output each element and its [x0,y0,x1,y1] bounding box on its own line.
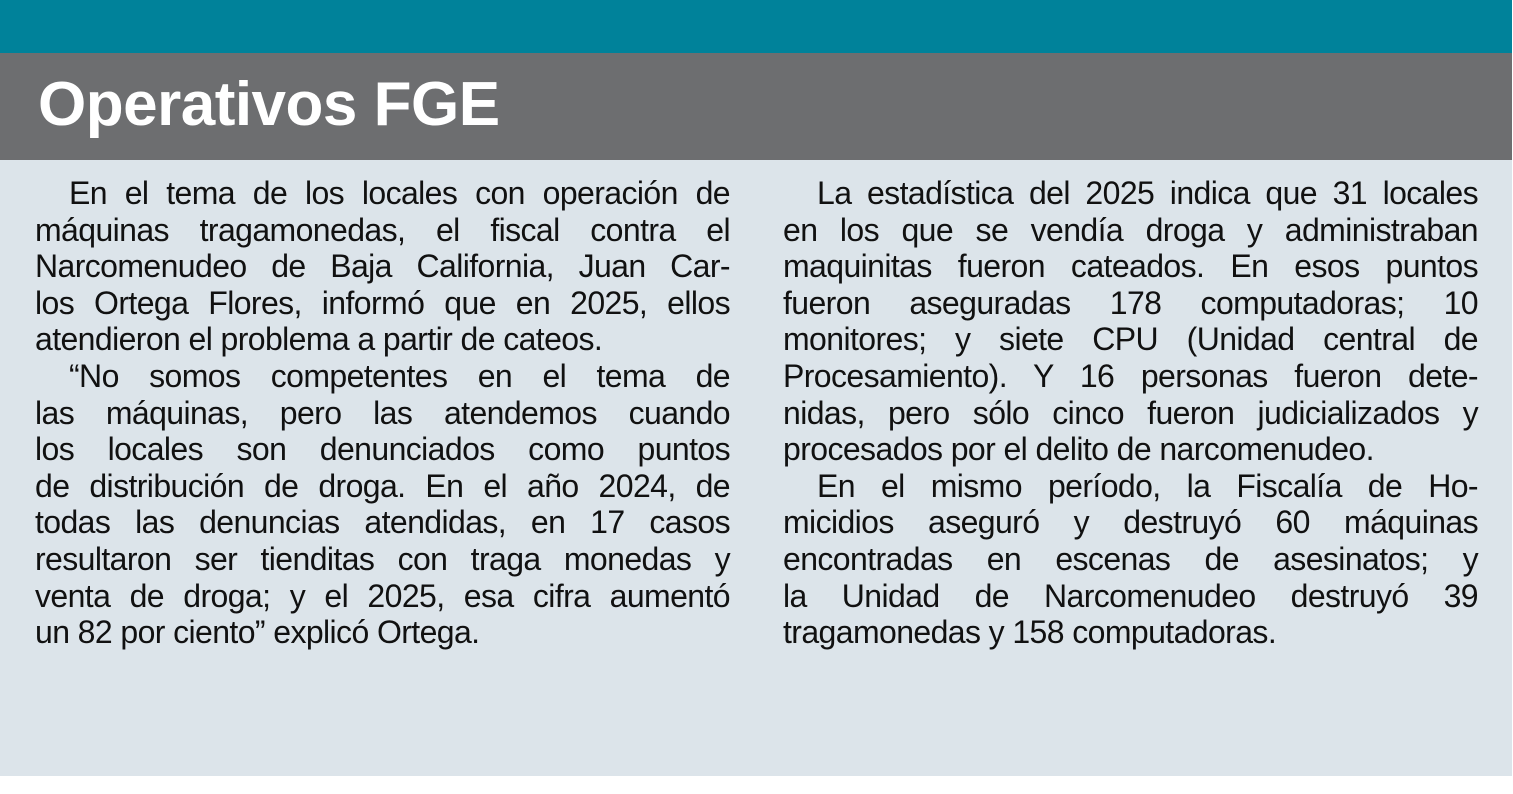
text-line: encontradas en escenas de asesinatos; y [783,540,1479,577]
text-line: los locales son denunciados como puntos [35,431,731,468]
paragraph: La estadística del 2025 indica que 31 lo… [783,175,1479,468]
text-line: venta de droga; y el 2025, esa cifra aum… [35,577,731,614]
text-line: los Ortega Flores, informó que en 2025, … [35,284,731,321]
text-line: tragamonedas y 158 computadoras. [783,614,1277,651]
text-line: monitores; y siete CPU (Unidad central d… [783,321,1479,358]
text-line: atendieron el problema a partir de cateo… [35,321,603,358]
page-title: Operativos FGE [38,70,500,139]
right-column: La estadística del 2025 indica que 31 lo… [783,175,1479,651]
paragraph: En el mismo período, la Fiscalía de Ho-m… [783,467,1479,651]
text-line: En el tema de los locales con operación … [69,175,731,211]
top-accent-bar [0,0,1512,53]
text-line: un 82 por ciento” explicó Ortega. [35,614,480,651]
text-line: En el mismo período, la Fiscalía de Ho- [817,467,1479,504]
text-line: las máquinas, pero las atendemos cuando [35,394,731,431]
text-line: Procesamiento). Y 16 personas fueron det… [783,357,1479,394]
text-line: de distribución de droga. En el año 2024… [35,467,731,504]
paragraph: “No somos competentes en el tema de las m… [35,357,731,651]
paragraph: En el tema de los locales con operación … [35,175,731,358]
section-header: Operativos FGE [0,53,1512,160]
text-line: en los que se vendía droga y administrab… [783,211,1479,248]
text-line: La estadística del 2025 indica que 31 lo… [817,175,1479,211]
text-line: fueron aseguradas 178 computadoras; 10 [783,284,1479,321]
text-line: micidios aseguró y destruyó 60 máquinas [783,504,1479,541]
text-line: procesados por el delito de narcomenudeo… [783,431,1375,468]
text-line: Narcomenudeo de Baja California, Juan Ca… [35,248,731,285]
text-line: máquinas tragamonedas, el fiscal contra … [35,211,731,248]
left-column: En el tema de los locales con operación … [35,175,731,651]
article-body: En el tema de los locales con operación … [0,160,1512,776]
text-line: resultaron ser tienditas con traga moned… [35,540,731,577]
text-line: nidas, pero sólo cinco fueron judicializ… [783,394,1479,431]
text-line: la Unidad de Narcomenudeo destruyó 39 [783,577,1479,614]
text-line: todas las denuncias atendidas, en 17 cas… [35,504,731,541]
text-line: “No somos competentes en el tema de [69,357,731,394]
text-line: maquinitas fueron cateados. En esos punt… [783,248,1479,285]
